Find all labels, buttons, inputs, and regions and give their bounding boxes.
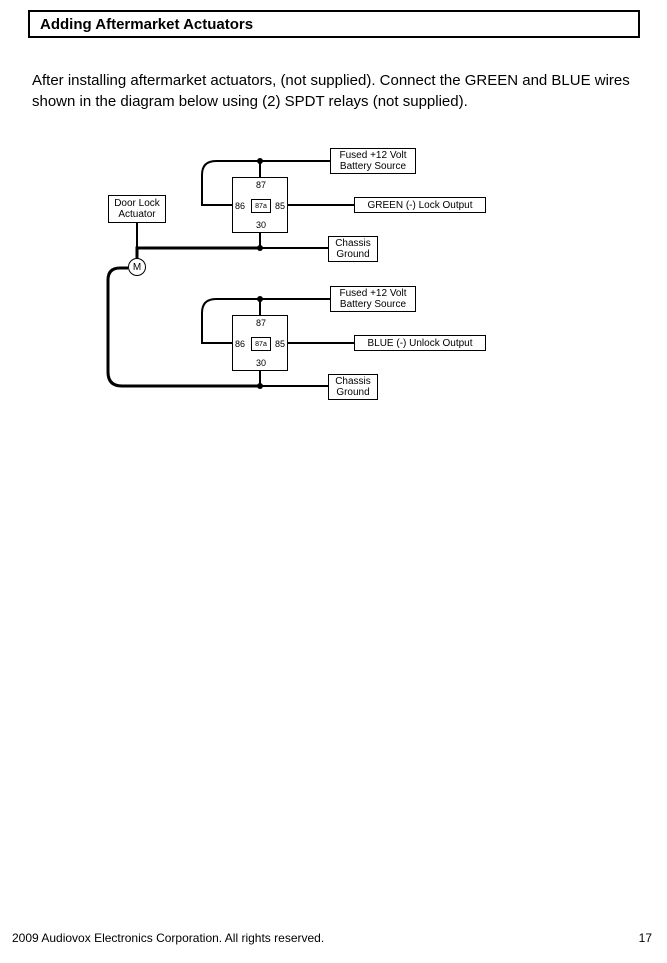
relay-1-pin30: 30 xyxy=(256,220,266,230)
junction-dot xyxy=(257,245,263,251)
relay-2-pin86: 86 xyxy=(235,339,245,349)
relay-1-pin87: 87 xyxy=(256,180,266,190)
chassis-ground-label-1: Chassis Ground xyxy=(328,236,378,262)
relay-2-pin87: 87 xyxy=(256,318,266,328)
motor-label: M xyxy=(133,262,141,273)
chassis-ground-label-2: Chassis Ground xyxy=(328,374,378,400)
page-number: 17 xyxy=(639,931,652,945)
junction-dot xyxy=(257,296,263,302)
page-footer: 2009 Audiovox Electronics Corporation. A… xyxy=(12,931,652,945)
fused-12v-label-2: Fused +12 Volt Battery Source xyxy=(330,286,416,312)
junction-dot xyxy=(257,158,263,164)
blue-unlock-output-label: BLUE (-) Unlock Output xyxy=(354,335,486,351)
green-lock-output-label: GREEN (-) Lock Output xyxy=(354,197,486,213)
relay-2-pin30: 30 xyxy=(256,358,266,368)
copyright-text: 2009 Audiovox Electronics Corporation. A… xyxy=(12,931,324,945)
junction-dot xyxy=(257,383,263,389)
relay-2-87a: 87a xyxy=(251,337,271,351)
fused-12v-label-1: Fused +12 Volt Battery Source xyxy=(330,148,416,174)
relay-1-pin85: 85 xyxy=(275,201,285,211)
relay-1: 87a 87 86 85 30 xyxy=(232,177,288,233)
relay-1-pin86: 86 xyxy=(235,201,245,211)
relay-1-87a: 87a xyxy=(251,199,271,213)
door-lock-actuator-label: Door Lock Actuator xyxy=(108,195,166,223)
relay-2-pin85: 85 xyxy=(275,339,285,349)
motor-symbol: M xyxy=(128,258,146,276)
relay-2: 87a 87 86 85 30 xyxy=(232,315,288,371)
